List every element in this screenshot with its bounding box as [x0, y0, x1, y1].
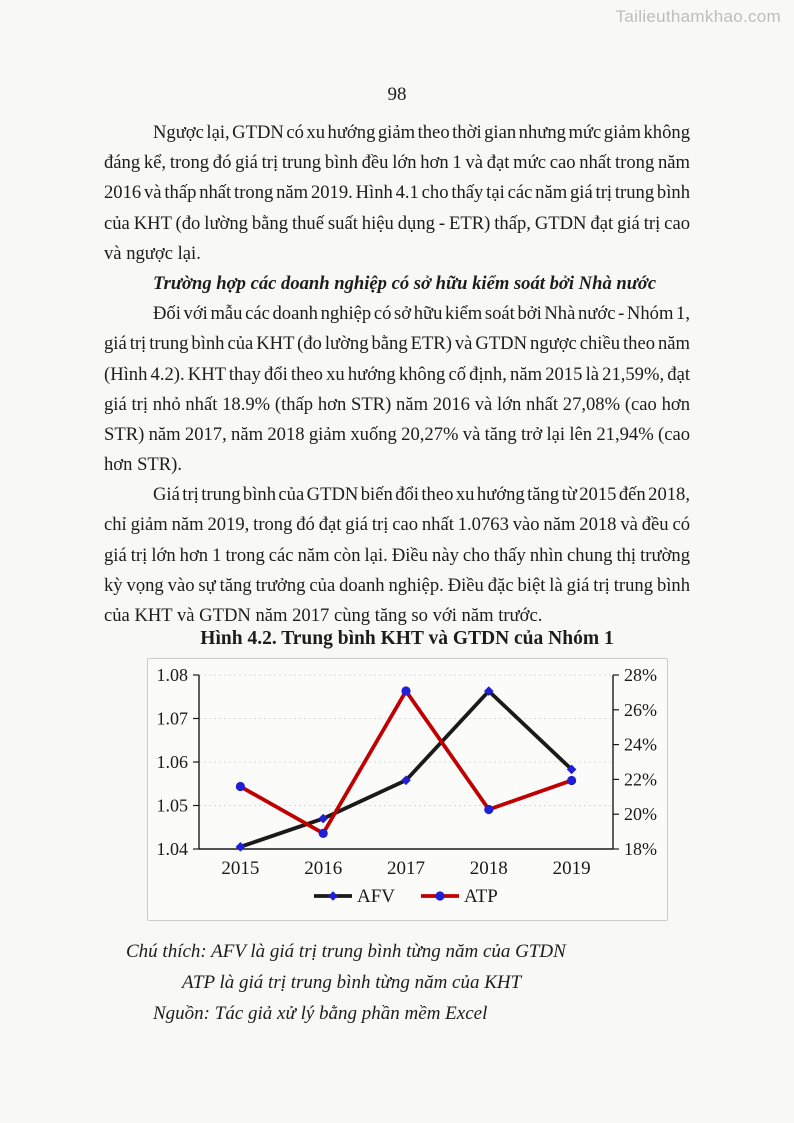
paragraph-line: 2016 và thấp nhất trong năm 2019. Hình 4… [104, 182, 690, 204]
site-watermark: Tailieuthamkhao.com [615, 7, 781, 26]
svg-text:2015: 2015 [221, 858, 259, 879]
kht-gtdn-line-chart: 1.08 1.07 1.06 1.05 1.04 28% 26% 24% 22% 20% 18% 20… [157, 665, 658, 907]
svg-text:1.04: 1.04 [157, 839, 189, 859]
svg-text:20%: 20% [624, 804, 657, 824]
paragraph-line: đáng kể, trong đó giá trị trung bình đều… [104, 152, 690, 174]
figure-4-2: 1.08 1.07 1.06 1.05 1.04 28% 26% 24% 22% 20% 18% 20… [147, 658, 668, 921]
svg-text:24%: 24% [624, 735, 657, 755]
paragraph-line: Giá trị trung bình của GTDN biến đổi the… [153, 484, 690, 506]
paragraph-line: Ngược lại, GTDN có xu hướng giảm theo th… [153, 122, 690, 143]
paragraph-line: STR) năm 2017, năm 2018 giảm xuống 20,27… [104, 423, 690, 445]
svg-text:2016: 2016 [304, 858, 342, 879]
paragraph-line: (Hình 4.2). KHT thay đổi theo xu hướng k… [104, 363, 690, 385]
paragraph-line: của KHT và GTDN năm 2017 cùng tăng so vớ… [104, 605, 543, 626]
figure-note: ATP là giá trị trung bình từng năm của K… [182, 972, 522, 993]
paragraph-line: của KHT (đo lường bằng thuế suất hiệu dụ… [104, 212, 690, 234]
paragraph-line: Đối với mẫu các doanh nghiệp có sở hữu k… [153, 303, 690, 325]
paragraph-line: kỳ vọng vào sự tăng trưởng của doanh ngh… [104, 574, 690, 596]
section-heading: Trường hợp các doanh nghiệp có sở hữu ki… [153, 272, 657, 294]
svg-text:2018: 2018 [470, 858, 508, 879]
paragraph-line: giá trị lớn hơn 1 trong các năm còn lại.… [104, 544, 690, 566]
svg-text:1.07: 1.07 [157, 709, 189, 729]
page-number: 98 [387, 84, 407, 105]
svg-text:1.08: 1.08 [157, 665, 189, 685]
figure-caption: Hình 4.2. Trung bình KHT và GTDN của Nhó… [200, 628, 614, 649]
svg-text:ATP: ATP [464, 886, 498, 907]
figure-note: Nguồn: Tác giả xử lý bằng phần mềm Excel [153, 1003, 488, 1024]
svg-text:26%: 26% [624, 700, 657, 720]
paragraph-line: và ngược lại. [104, 242, 201, 264]
svg-text:1.05: 1.05 [157, 796, 189, 816]
svg-text:28%: 28% [624, 665, 657, 685]
figure-note: Chú thích: AFV là giá trị trung bình từn… [126, 941, 566, 962]
paragraph-line: giá trị nhỏ nhất 18.9% (thấp hơn STR) nă… [104, 393, 690, 415]
svg-text:22%: 22% [624, 769, 657, 789]
svg-text:1.06: 1.06 [157, 752, 189, 772]
paragraph-line: chỉ giảm năm 2019, trong đó đạt giá trị … [104, 514, 690, 536]
svg-text:AFV: AFV [357, 886, 395, 907]
svg-text:18%: 18% [624, 839, 657, 859]
paragraph-line: giá trị trung bình của KHT (đo lường bằn… [104, 333, 690, 355]
svg-text:2017: 2017 [387, 858, 425, 879]
svg-text:2019: 2019 [553, 858, 591, 879]
figure-notes: Chú thích: AFV là giá trị trung bình từn… [104, 936, 724, 1029]
body-text: Ngược lại, GTDN có xu hướng giảm theo th… [104, 118, 690, 631]
paragraph-line: hơn STR). [104, 454, 183, 476]
